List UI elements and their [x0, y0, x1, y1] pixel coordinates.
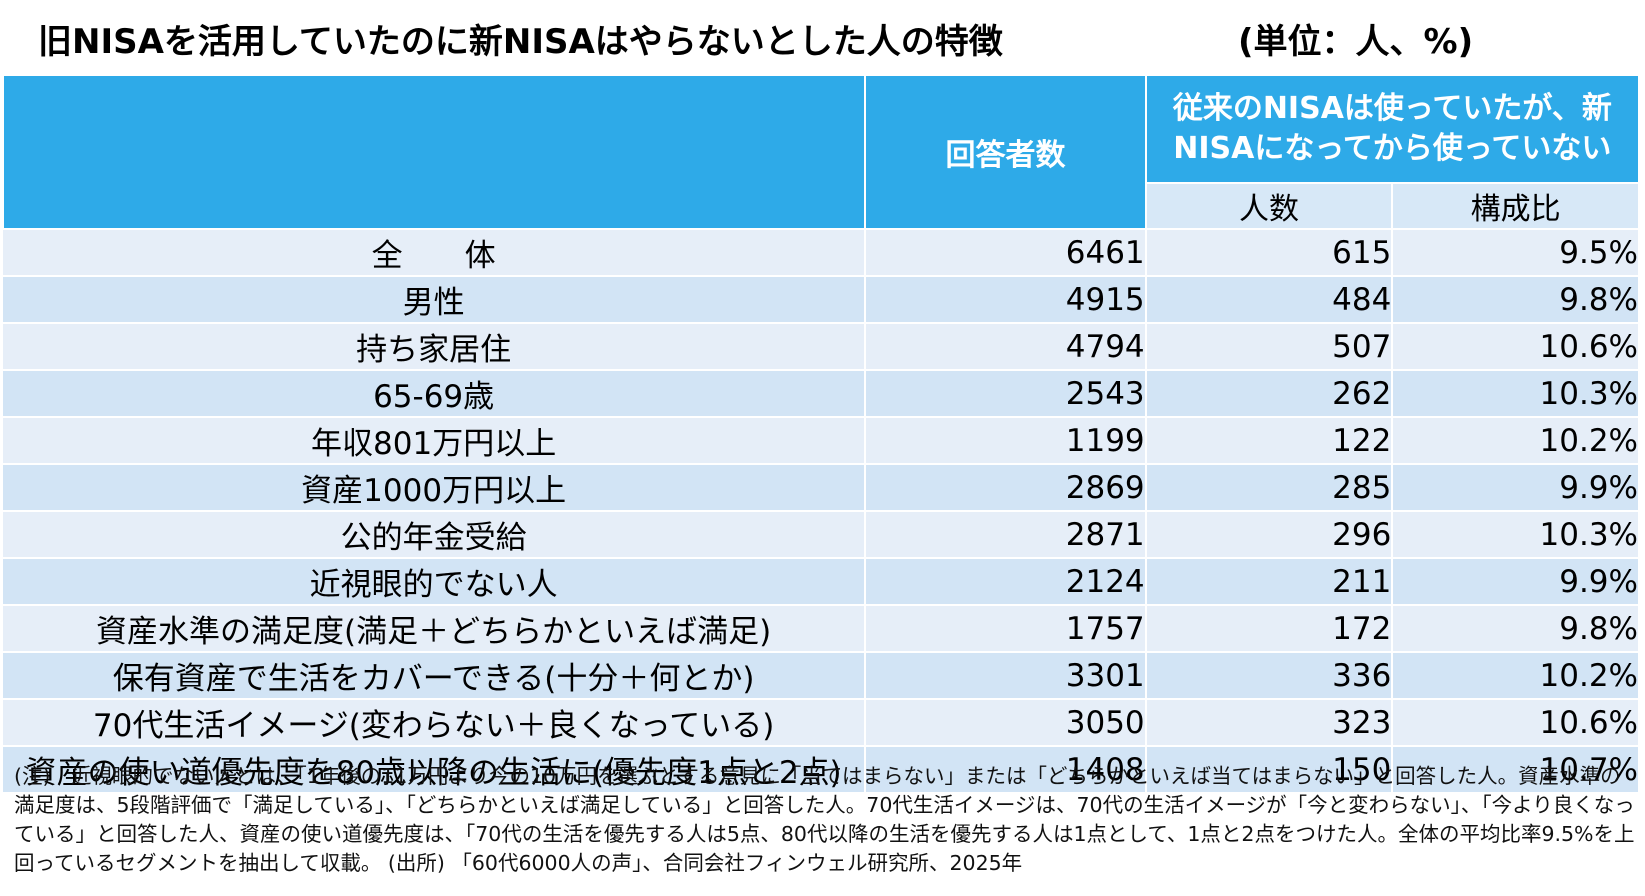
data-table: 回答者数 従来のNISAは使っていたが、新NISAになってから使っていない 人数…: [1, 74, 1641, 794]
respondents-value: 6461: [865, 229, 1147, 277]
respondents-value: 2871: [865, 511, 1147, 559]
row-label: 70代生活イメージ(変わらない＋良くなっている): [3, 699, 867, 747]
table-row: 資産の使い道優先度を80歳以降の生活に(優先度1点と2点) 1408 150 1…: [3, 746, 1640, 794]
header-ratio: 構成比: [1391, 182, 1640, 230]
row-label: 年収801万円以上: [3, 417, 867, 465]
respondents-value: 3050: [865, 699, 1147, 747]
table-row: 近視眼的でない人 2124 211 9.9%: [3, 558, 1640, 606]
ratio-value: 9.5%: [1392, 229, 1640, 277]
count-value: 484: [1145, 276, 1394, 324]
respondents-value: 2543: [865, 370, 1147, 418]
table-row: 65-69歳 2543 262 10.3%: [3, 370, 1640, 418]
ratio-value: 9.9%: [1392, 558, 1640, 606]
row-label: 男性: [3, 276, 867, 324]
count-value: 323: [1145, 699, 1394, 747]
respondents-value: 4794: [865, 323, 1147, 371]
row-label: 保有資産で生活をカバーできる(十分＋何とか): [3, 652, 867, 700]
ratio-value: 10.7%: [1392, 746, 1640, 794]
footnote: (注) 近視眼的でない人とは、「1年後の11万円より今の10万円を選ぶとする意見…: [14, 764, 1635, 875]
ratio-value: 10.2%: [1392, 417, 1640, 465]
respondents-value: 1408: [865, 746, 1147, 794]
header-label-blank: [1, 74, 867, 230]
count-value: 507: [1145, 323, 1394, 371]
page-title: 旧NISAを活用していたのに新NISAはやらないとした人の特徴: [38, 22, 1003, 62]
respondents-value: 3301: [865, 652, 1147, 700]
ratio-value: 9.8%: [1392, 276, 1640, 324]
row-label: 資産1000万円以上: [3, 464, 867, 512]
table-row: 全 体 6461 615 9.5%: [3, 229, 1640, 277]
header-respondents: 回答者数: [864, 74, 1147, 230]
row-label: 資産の使い道優先度を80歳以降の生活に(優先度1点と2点): [3, 746, 867, 794]
ratio-value: 10.6%: [1392, 323, 1640, 371]
header-count: 人数: [1144, 182, 1394, 230]
row-label: 持ち家居住: [3, 323, 867, 371]
count-value: 262: [1145, 370, 1394, 418]
count-value: 336: [1145, 652, 1394, 700]
table-row: 70代生活イメージ(変わらない＋良くなっている) 3050 323 10.6%: [3, 699, 1640, 747]
row-label: 65-69歳: [3, 370, 867, 418]
count-value: 285: [1145, 464, 1394, 512]
ratio-value: 10.2%: [1392, 652, 1640, 700]
row-label: 資産水準の満足度(満足＋どちらかといえば満足): [3, 605, 867, 653]
ratio-value: 9.8%: [1392, 605, 1640, 653]
respondents-value: 1199: [865, 417, 1147, 465]
ratio-value: 10.3%: [1392, 370, 1640, 418]
table-row: 男性 4915 484 9.8%: [3, 276, 1640, 324]
count-value: 296: [1145, 511, 1394, 559]
respondents-value: 1757: [865, 605, 1147, 653]
table-row: 公的年金受給 2871 296 10.3%: [3, 511, 1640, 559]
unit-label: (単位：人、%): [1238, 22, 1474, 62]
ratio-value: 9.9%: [1392, 464, 1640, 512]
row-label: 公的年金受給: [3, 511, 867, 559]
row-label: 全 体: [3, 229, 867, 277]
table-body: 全 体 6461 615 9.5% 男性 4915 484 9.8% 持ち家居住…: [3, 229, 1640, 794]
count-value: 211: [1145, 558, 1394, 606]
count-value: 615: [1145, 229, 1394, 277]
table-row: 持ち家居住 4794 507 10.6%: [3, 323, 1640, 371]
respondents-value: 2869: [865, 464, 1147, 512]
table-row: 保有資産で生活をカバーできる(十分＋何とか) 3301 336 10.2%: [3, 652, 1640, 700]
ratio-value: 10.3%: [1392, 511, 1640, 559]
row-label: 近視眼的でない人: [3, 558, 867, 606]
table-row: 年収801万円以上 1199 122 10.2%: [3, 417, 1640, 465]
table-row: 資産1000万円以上 2869 285 9.9%: [3, 464, 1640, 512]
count-value: 150: [1145, 746, 1394, 794]
table-row: 資産水準の満足度(満足＋どちらかといえば満足) 1757 172 9.8%: [3, 605, 1640, 653]
count-value: 122: [1145, 417, 1394, 465]
header-group: 従来のNISAは使っていたが、新NISAになってから使っていない: [1144, 74, 1641, 184]
header-group-text: 従来のNISAは使っていたが、新NISAになってから使っていない: [1172, 91, 1612, 166]
respondents-value: 2124: [865, 558, 1147, 606]
count-value: 172: [1145, 605, 1394, 653]
respondents-value: 4915: [865, 276, 1147, 324]
ratio-value: 10.6%: [1392, 699, 1640, 747]
